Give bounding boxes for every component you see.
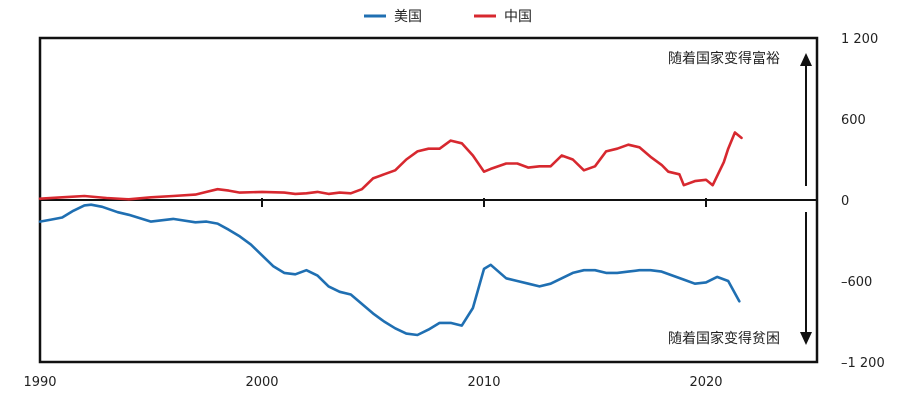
series-line-us	[38, 203, 741, 337]
series-line-china	[38, 131, 743, 201]
arrow-down-icon	[800, 332, 812, 345]
y-tick-label: –600	[841, 275, 872, 290]
annotation-poorer: 随着国家变得贫困	[668, 330, 780, 347]
series-layer	[38, 131, 743, 337]
y-tick-label: –1 200	[841, 356, 885, 371]
y-tick-label: 600	[841, 113, 866, 128]
x-axis: 1990 2000 2010 2020	[23, 198, 723, 390]
arrow-up-icon	[800, 53, 812, 66]
legend-label-china: 中国	[504, 9, 532, 25]
legend: 美国 中国	[364, 9, 532, 25]
direction-arrow	[800, 53, 812, 345]
y-tick-label: 1 200	[841, 32, 878, 47]
legend-label-us: 美国	[394, 9, 422, 25]
x-tick-label: 1990	[23, 375, 56, 390]
y-axis: 1 200 600 0 –600 –1 200	[841, 32, 885, 371]
annotation-richer: 随着国家变得富裕	[668, 50, 780, 67]
x-tick-label: 2020	[689, 375, 722, 390]
x-tick-label: 2000	[245, 375, 278, 390]
y-tick-label: 0	[841, 194, 849, 209]
x-tick-label: 2010	[467, 375, 500, 390]
